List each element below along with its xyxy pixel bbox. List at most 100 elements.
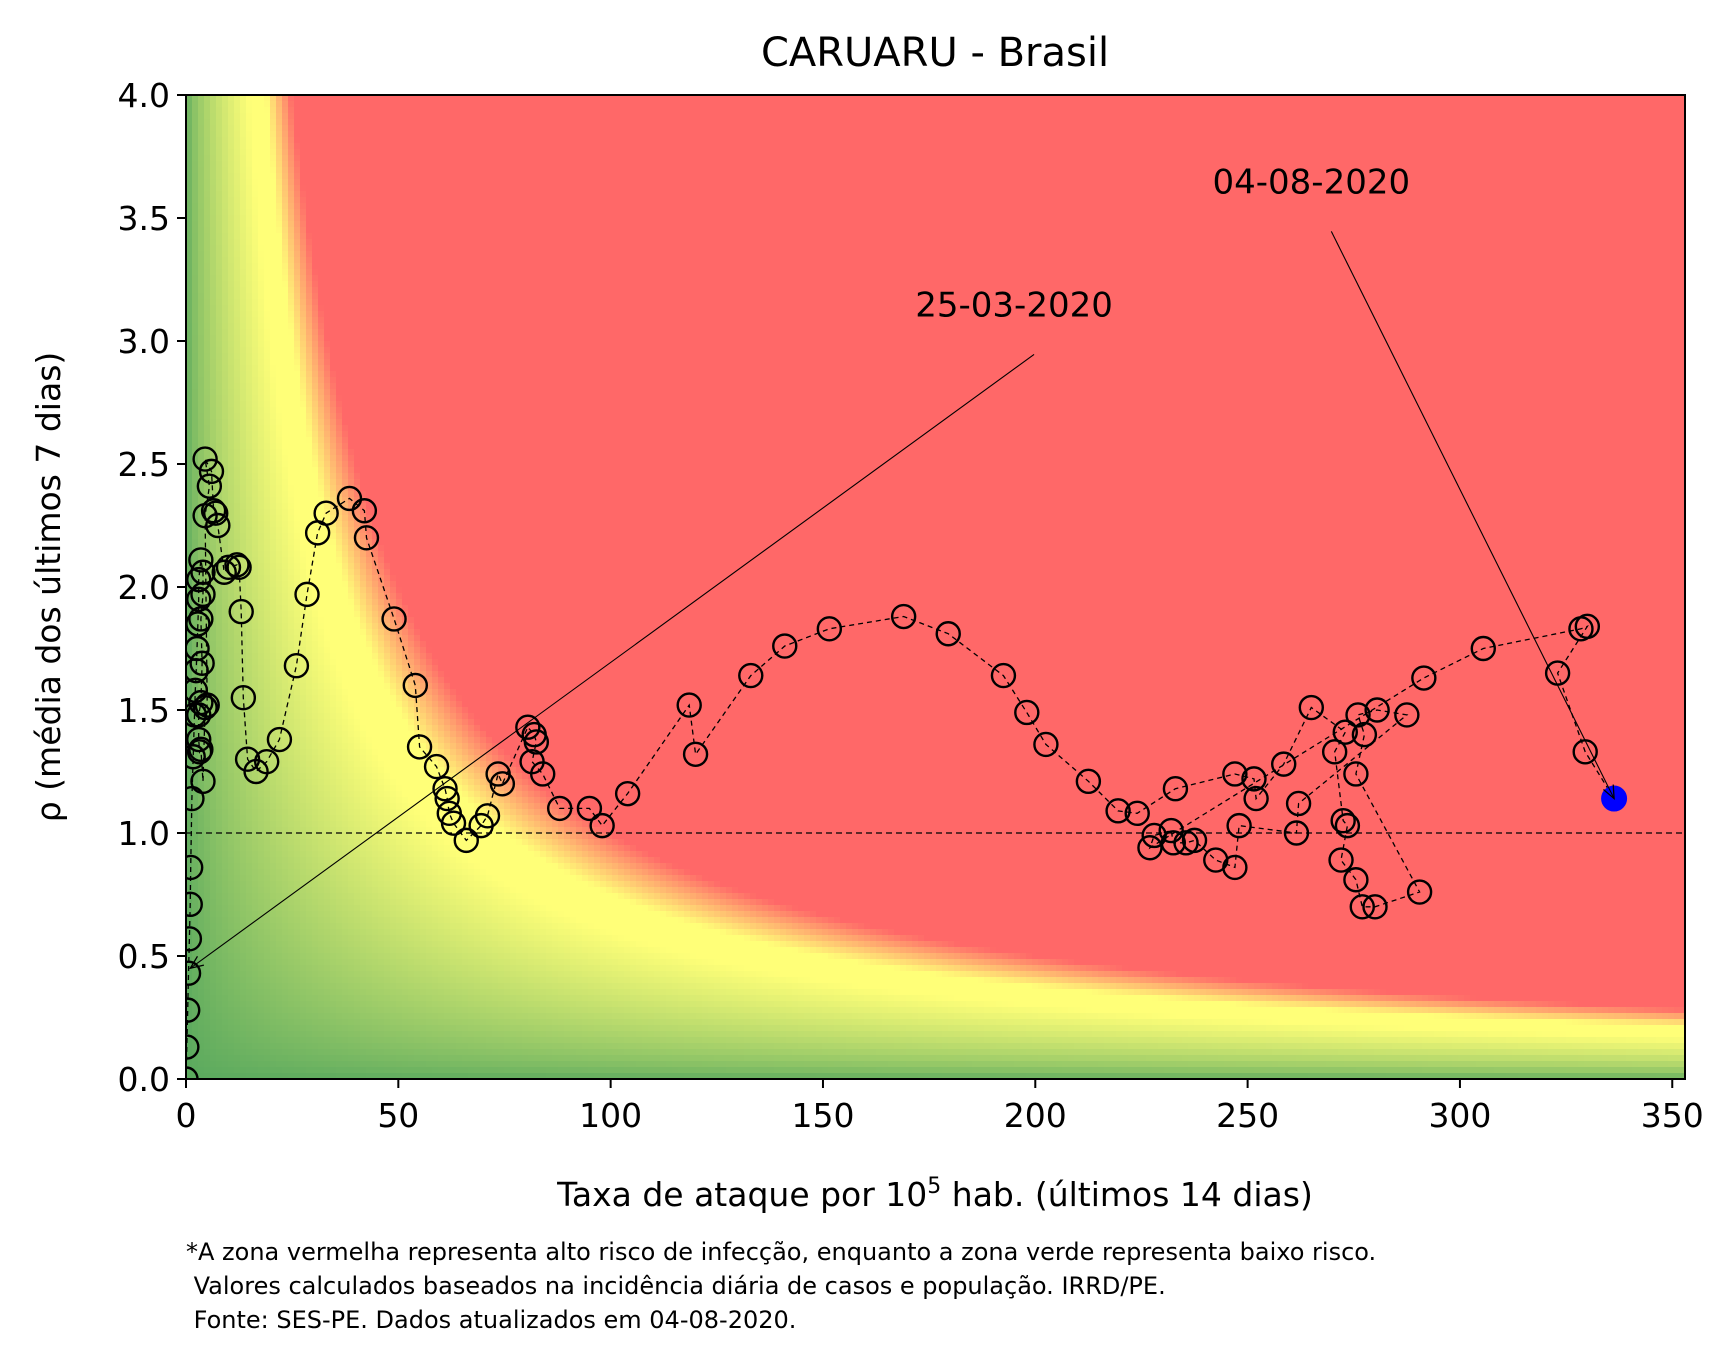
risk-cell: [972, 119, 979, 126]
risk-cell: [858, 155, 865, 162]
risk-cell: [882, 137, 889, 144]
risk-cell: [1572, 107, 1579, 114]
risk-cell: [858, 101, 865, 108]
risk-cell: [1572, 185, 1579, 192]
risk-cell: [246, 179, 253, 186]
risk-cell: [1584, 101, 1591, 108]
risk-cell: [1494, 155, 1501, 162]
risk-cell: [420, 191, 427, 198]
risk-cell: [984, 173, 991, 180]
risk-cell: [1002, 113, 1009, 120]
risk-cell: [1254, 149, 1261, 156]
risk-cell: [1062, 113, 1069, 120]
risk-cell: [468, 101, 475, 108]
risk-cell: [240, 119, 247, 126]
risk-cell: [1560, 167, 1567, 174]
risk-cell: [1272, 149, 1279, 156]
risk-cell: [522, 125, 529, 132]
risk-cell: [990, 125, 997, 132]
risk-cell: [1098, 107, 1105, 114]
risk-cell: [1170, 143, 1177, 150]
risk-cell: [1632, 149, 1639, 156]
risk-cell: [900, 155, 907, 162]
risk-cell: [966, 191, 973, 198]
risk-cell: [1026, 101, 1033, 108]
risk-cell: [264, 167, 271, 174]
risk-cell: [984, 119, 991, 126]
risk-cell: [378, 155, 385, 162]
risk-cell: [1116, 137, 1123, 144]
risk-cell: [1410, 125, 1417, 132]
risk-cell: [768, 185, 775, 192]
risk-cell: [1338, 125, 1345, 132]
risk-cell: [1098, 137, 1105, 144]
risk-cell: [534, 137, 541, 144]
risk-cell: [432, 185, 439, 192]
risk-cell: [504, 155, 511, 162]
risk-cell: [1296, 125, 1303, 132]
risk-cell: [330, 149, 337, 156]
risk-cell: [744, 167, 751, 174]
risk-cell: [1662, 155, 1669, 162]
risk-cell: [894, 101, 901, 108]
risk-cell: [942, 101, 949, 108]
risk-cell: [906, 149, 913, 156]
risk-cell: [1440, 161, 1447, 168]
risk-cell: [456, 107, 463, 114]
risk-cell: [240, 137, 247, 144]
risk-cell: [822, 119, 829, 126]
risk-cell: [1074, 107, 1081, 114]
risk-cell: [1590, 101, 1597, 108]
risk-cell: [720, 179, 727, 186]
risk-cell: [288, 137, 295, 144]
risk-cell: [990, 137, 997, 144]
risk-cell: [384, 191, 391, 198]
risk-cell: [1314, 143, 1321, 150]
risk-cell: [846, 137, 853, 144]
risk-cell: [1560, 173, 1567, 180]
risk-cell: [1350, 119, 1357, 126]
risk-cell: [978, 167, 985, 174]
risk-cell: [822, 167, 829, 174]
risk-cell: [1458, 179, 1465, 186]
risk-cell: [354, 119, 361, 126]
risk-cell: [420, 125, 427, 132]
risk-cell: [1500, 179, 1507, 186]
risk-cell: [1266, 149, 1273, 156]
risk-cell: [912, 125, 919, 132]
risk-cell: [330, 137, 337, 144]
risk-cell: [336, 143, 343, 150]
risk-cell: [558, 185, 565, 192]
risk-cell: [1374, 143, 1381, 150]
risk-cell: [1368, 107, 1375, 114]
risk-cell: [1434, 101, 1441, 108]
risk-cell: [216, 125, 223, 132]
risk-cell: [1290, 137, 1297, 144]
risk-cell: [564, 179, 571, 186]
risk-cell: [492, 131, 499, 138]
risk-cell: [864, 143, 871, 150]
risk-cell: [228, 137, 235, 144]
risk-cell: [1032, 155, 1039, 162]
risk-cell: [570, 173, 577, 180]
risk-cell: [1410, 131, 1417, 138]
risk-cell: [1524, 167, 1531, 174]
risk-cell: [324, 107, 331, 114]
risk-cell: [1332, 107, 1339, 114]
risk-cell: [468, 185, 475, 192]
risk-cell: [1308, 119, 1315, 126]
risk-cell: [996, 167, 1003, 174]
risk-cell: [342, 101, 349, 108]
risk-cell: [954, 107, 961, 114]
risk-cell: [210, 113, 217, 120]
risk-cell: [972, 179, 979, 186]
risk-cell: [750, 143, 757, 150]
risk-cell: [1536, 143, 1543, 150]
risk-cell: [456, 167, 463, 174]
risk-cell: [312, 179, 319, 186]
risk-cell: [366, 185, 373, 192]
risk-cell: [498, 179, 505, 186]
risk-cell: [594, 149, 601, 156]
risk-cell: [1164, 155, 1171, 162]
risk-cell: [366, 143, 373, 150]
